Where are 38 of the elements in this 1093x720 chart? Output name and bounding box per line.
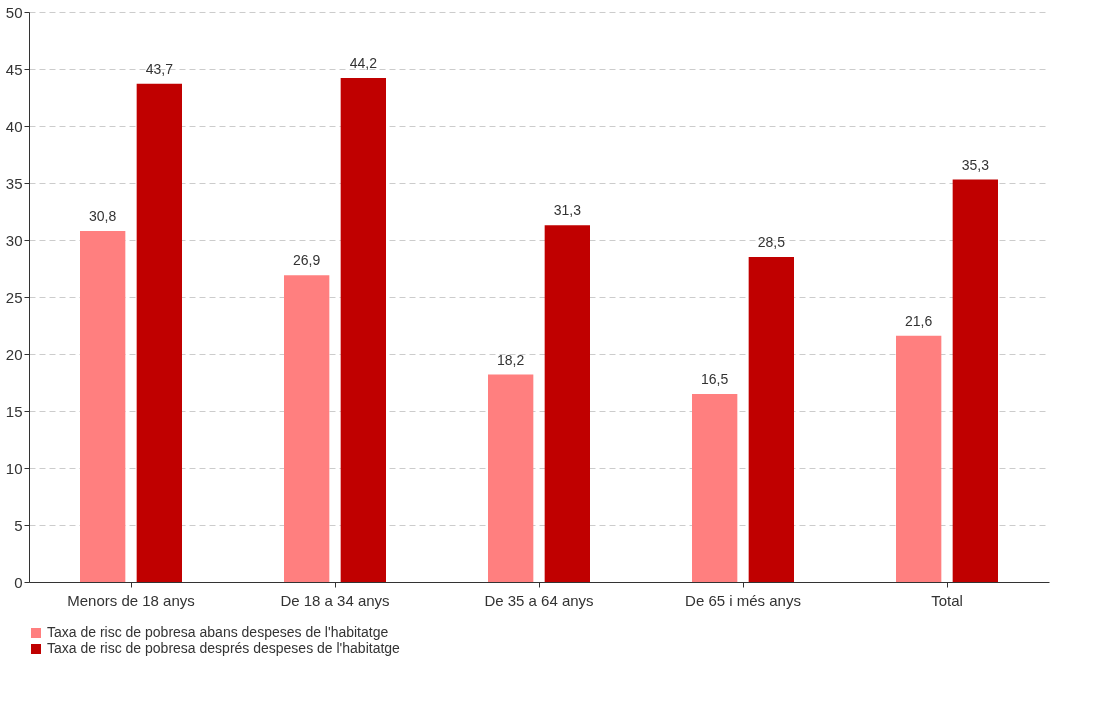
data-label: 21,6: [905, 312, 933, 329]
y-tick-label: 30: [5, 231, 23, 249]
bar: [136, 83, 182, 582]
y-tick-label: 15: [5, 402, 23, 420]
x-tick-label: De 35 a 64 anys: [484, 591, 594, 609]
legend-label: Taxa de risc de pobresa després despeses de l'habitatge: [47, 640, 401, 656]
bar: [748, 257, 794, 582]
y-tick-label: 20: [5, 345, 23, 363]
data-label: 43,7: [145, 60, 174, 77]
bar: [952, 179, 998, 582]
y-tick-label: 40: [5, 117, 23, 135]
x-tick-label: Menors de 18 anys: [67, 591, 195, 609]
y-tick-label: 50: [5, 3, 23, 21]
bar: [80, 230, 126, 582]
data-label: 16,5: [701, 370, 729, 387]
y-tick-label: 5: [14, 516, 23, 534]
data-label: 18,2: [497, 351, 525, 368]
bar: [488, 374, 534, 582]
bar: [896, 335, 942, 582]
bar: [340, 78, 386, 582]
data-label: 26,9: [293, 252, 321, 269]
y-tick-label: 35: [5, 174, 23, 192]
data-label: 31,3: [553, 202, 582, 219]
legend-label: Taxa de risc de pobresa abans despeses de l'habitatge: [47, 624, 389, 640]
data-label: 28,5: [757, 234, 786, 251]
x-tick-label: De 18 a 34 anys: [280, 591, 390, 609]
data-label: 30,8: [89, 207, 117, 224]
y-tick-label: 0: [14, 573, 23, 591]
data-label: 44,2: [349, 55, 378, 72]
y-tick-label: 45: [5, 60, 23, 78]
bar: [692, 393, 738, 582]
bar: [284, 275, 330, 582]
y-tick-label: 10: [5, 459, 23, 477]
x-tick-label: De 65 i més anys: [685, 591, 801, 609]
y-tick-label: 25: [5, 288, 23, 306]
data-label: 35,3: [961, 156, 990, 173]
x-tick-label: Total: [931, 591, 963, 609]
bar: [544, 225, 590, 582]
